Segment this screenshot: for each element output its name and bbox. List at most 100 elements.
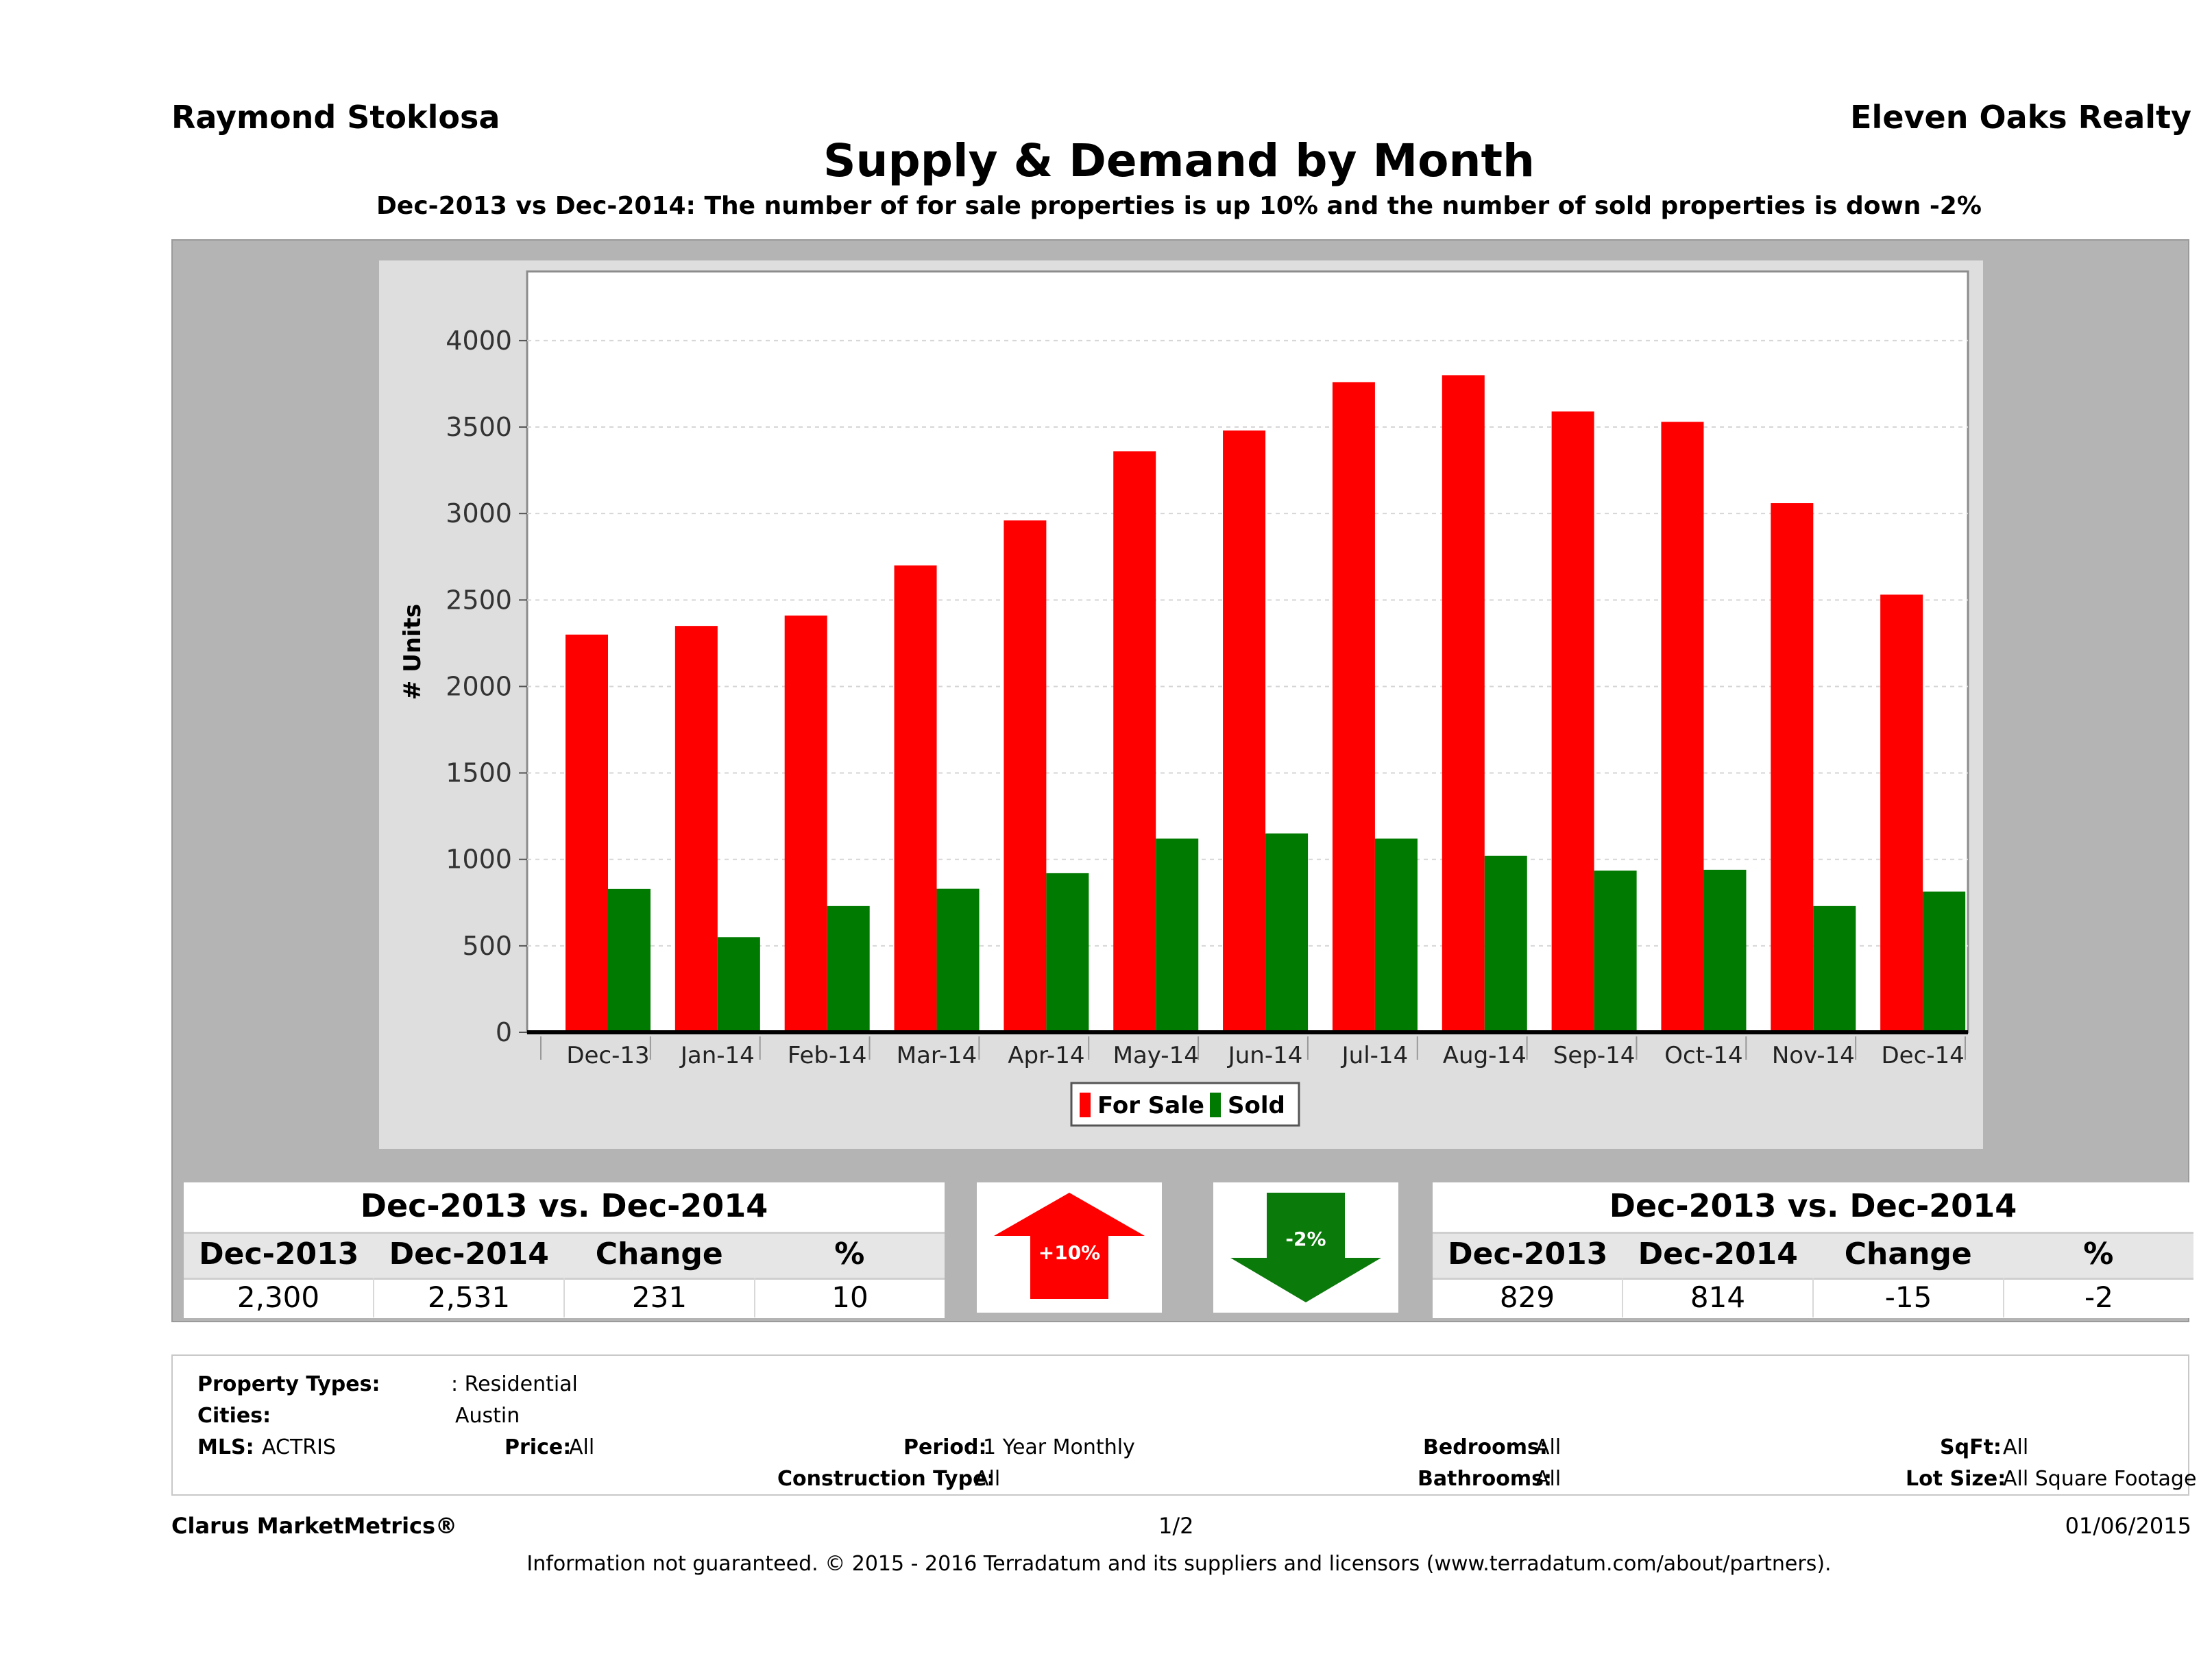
- for-sale-table-title: Dec-2013 vs. Dec-2014: [360, 1187, 768, 1224]
- bar-sold-Mar-14: [936, 888, 980, 1032]
- sold-value-dec2014: 814: [1623, 1278, 1814, 1317]
- bar-for-sale-Mar-14: [894, 565, 937, 1032]
- bar-for-sale-Aug-14: [1442, 375, 1485, 1032]
- cities-label: Cities:: [197, 1404, 271, 1428]
- legend: [1070, 1082, 1300, 1127]
- up-arrow-icon: +10%: [994, 1193, 1145, 1299]
- bar-sold-Oct-14: [1703, 869, 1747, 1032]
- price-value: All: [569, 1435, 595, 1459]
- sold-comparison-table: Dec-2013 vs. Dec-2014 Dec-2013 Dec-2014 …: [1433, 1182, 2193, 1318]
- bar-sold-Apr-14: [1046, 873, 1089, 1032]
- bar-for-sale-Jul-14: [1332, 382, 1375, 1032]
- x-tick-label: Jul-14: [1341, 1042, 1409, 1069]
- lot-size-value: All Square Footage: [2003, 1467, 2197, 1491]
- bar-sold-Nov-14: [1813, 905, 1856, 1032]
- up-arrow-label: +10%: [1038, 1241, 1100, 1264]
- sold-value-percent: -2: [2085, 1280, 2113, 1314]
- y-tick-label: 3000: [446, 498, 512, 528]
- legend-label: For Sale: [1097, 1092, 1204, 1119]
- bar-sold-Jan-14: [717, 937, 760, 1032]
- y-tick-label: 3500: [446, 412, 512, 442]
- sold-header-change: Change: [1844, 1237, 1972, 1272]
- for-sale-header-dec2013: Dec-2013: [199, 1237, 359, 1272]
- bar-sold-May-14: [1156, 838, 1199, 1032]
- page-number: 1/2: [1158, 1513, 1194, 1539]
- cities-value: Austin: [455, 1404, 520, 1428]
- y-axis-label: # Units: [399, 604, 426, 700]
- y-tick-label: 500: [462, 931, 512, 961]
- bar-sold-Feb-14: [827, 905, 870, 1032]
- bar-sold-Jul-14: [1374, 838, 1418, 1032]
- x-tick-label: Dec-13: [566, 1042, 649, 1069]
- sold-table-title: Dec-2013 vs. Dec-2014: [1609, 1187, 2017, 1224]
- property-types-label: Property Types:: [197, 1372, 380, 1396]
- bar-for-sale-Jan-14: [674, 626, 718, 1032]
- x-tick-label: Jan-14: [679, 1042, 755, 1069]
- construction-type-value: All: [975, 1467, 1001, 1491]
- sold-change-indicator: -2%: [1213, 1182, 1398, 1313]
- bar-for-sale-Oct-14: [1661, 422, 1704, 1032]
- for-sale-header-percent: %: [834, 1237, 865, 1272]
- bathrooms-value: All: [1535, 1467, 1561, 1491]
- y-tick-label: 1500: [446, 758, 512, 788]
- price-label: Price:: [505, 1435, 572, 1459]
- y-tick-label: 2500: [446, 585, 512, 615]
- legend-swatch: [1080, 1093, 1091, 1117]
- x-tick-label: May-14: [1113, 1042, 1199, 1069]
- bar-sold-Dec-14: [1923, 891, 1966, 1032]
- company-name: Eleven Oaks Realty: [1850, 99, 2191, 136]
- sold-header-dec2014: Dec-2014: [1638, 1237, 1798, 1272]
- sqft-value: All: [2003, 1435, 2029, 1459]
- for-sale-comparison-table: Dec-2013 vs. Dec-2014 Dec-2013 Dec-2014 …: [184, 1182, 945, 1318]
- x-tick-label: Aug-14: [1443, 1042, 1527, 1069]
- sold-value-dec2013: 829: [1433, 1278, 1623, 1317]
- down-arrow-label: -2%: [1285, 1228, 1326, 1250]
- bar-for-sale-Dec-14: [1880, 594, 1923, 1032]
- report-date: 01/06/2015: [2065, 1513, 2191, 1539]
- mls-label: MLS:: [197, 1435, 254, 1459]
- x-tick-label: Apr-14: [1008, 1042, 1084, 1069]
- x-tick-label: Mar-14: [897, 1042, 977, 1069]
- down-arrow-icon: -2%: [1230, 1193, 1381, 1302]
- bar-sold-Sep-14: [1594, 871, 1637, 1032]
- chart-title: Supply & Demand by Month: [823, 134, 1535, 187]
- y-tick-label: 1000: [446, 844, 512, 875]
- bathrooms-label: Bathrooms:: [1418, 1467, 1552, 1491]
- bar-for-sale-May-14: [1113, 451, 1156, 1032]
- construction-type-label: Construction Type:: [777, 1467, 995, 1491]
- legend-swatch: [1210, 1093, 1221, 1117]
- lot-size-label: Lot Size:: [1906, 1467, 2006, 1491]
- x-tick-label: Dec-14: [1881, 1042, 1964, 1069]
- period-value: 1 Year Monthly: [983, 1435, 1135, 1459]
- for-sale-header-dec2014: Dec-2014: [389, 1237, 549, 1272]
- for-sale-header-change: Change: [595, 1237, 723, 1272]
- x-tick-label: Sep-14: [1553, 1042, 1636, 1069]
- bedrooms-label: Bedrooms:: [1423, 1435, 1548, 1459]
- bar-for-sale-Apr-14: [1004, 520, 1047, 1032]
- bar-for-sale-Jun-14: [1223, 430, 1266, 1032]
- bar-for-sale-Dec-13: [566, 634, 608, 1032]
- chart-area: 0 500 1000 1500 2000 2500 3000 3500 4000 # Units D…: [379, 260, 1983, 1149]
- for-sale-value-change: 231: [565, 1278, 755, 1317]
- for-sale-change-indicator: +10%: [977, 1182, 1162, 1313]
- bar-for-sale-Sep-14: [1551, 411, 1594, 1032]
- legend-label: Sold: [1228, 1092, 1285, 1119]
- bedrooms-value: All: [1535, 1435, 1561, 1459]
- bar-for-sale-Nov-14: [1771, 503, 1814, 1032]
- y-tick-label: 4000: [446, 326, 512, 356]
- bar-sold-Aug-14: [1484, 855, 1527, 1032]
- bar-sold-Jun-14: [1265, 833, 1309, 1032]
- x-tick-label: Oct-14: [1664, 1042, 1742, 1069]
- sqft-label: SqFt:: [1940, 1435, 2002, 1459]
- bar-sold-Dec-13: [608, 888, 651, 1032]
- x-tick-label: Jun-14: [1227, 1042, 1303, 1069]
- for-sale-value-percent: 10: [831, 1280, 868, 1314]
- for-sale-value-dec2014: 2,531: [374, 1278, 565, 1317]
- sold-header-dec2013: Dec-2013: [1448, 1237, 1608, 1272]
- bar-chart: 0 500 1000 1500 2000 2500 3000 3500 4000 # Units D…: [399, 270, 1969, 1127]
- disclaimer: Information not guaranteed. © 2015 - 201…: [526, 1552, 1832, 1576]
- period-label: Period:: [903, 1435, 987, 1459]
- y-tick-label: 0: [496, 1017, 512, 1047]
- x-tick-label: Nov-14: [1772, 1042, 1855, 1069]
- property-types-value: : Residential: [451, 1372, 578, 1396]
